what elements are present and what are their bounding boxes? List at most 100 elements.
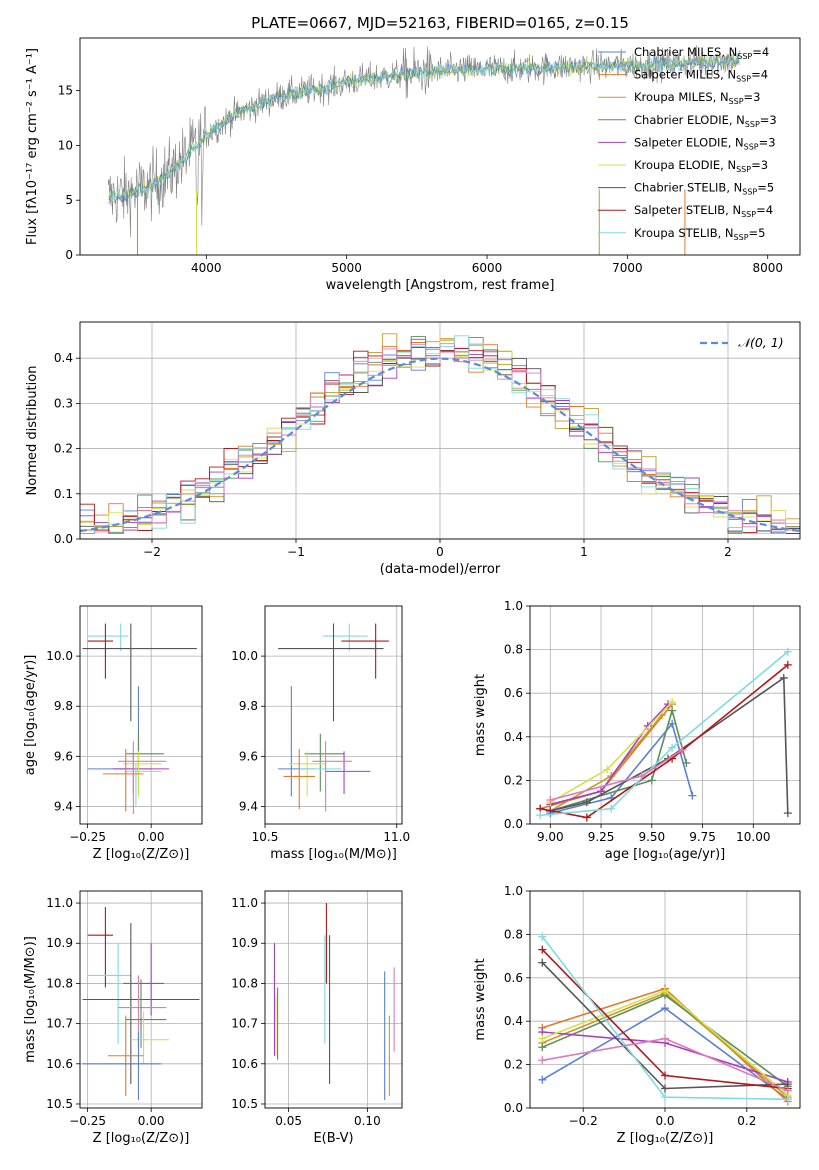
histogram-pink xyxy=(80,343,800,535)
legend-label-text: Chabrier ELODIE, N xyxy=(634,113,745,127)
legend-label: Chabrier ELODIE, NSSP=3 xyxy=(634,113,777,129)
plot-area xyxy=(538,932,792,1106)
x-axis-label: E(B-V) xyxy=(313,1131,353,1146)
legend-label: 𝒩(0, 1) xyxy=(738,335,784,350)
ebv-mass-plot: 0.05 0.10 10.5 10.6 10.7 10.8 10.9 11.0 E(B-V) xyxy=(231,890,403,1146)
x-tick-label: 11.0 xyxy=(383,830,410,844)
y-axis-label: mass weight xyxy=(473,958,488,1040)
y-tick-label: 0.6 xyxy=(504,971,523,985)
x-axis-label: (data-model)/error xyxy=(380,562,501,577)
x-axis-label: mass [log₁₀(M/M⊙)] xyxy=(270,847,397,862)
x-tick-label: 9.25 xyxy=(588,830,615,844)
x-tick-label: 10.5 xyxy=(252,830,279,844)
legend-label: Kroupa STELIB, NSSP=5 xyxy=(634,226,765,242)
y-axis-label: Normed distribution xyxy=(25,366,40,496)
x-axis-label: Z [log₁₀(Z/Z⊙)] xyxy=(617,1131,714,1146)
mass-age-plot: 10.5 11.0 9.4 9.6 9.8 10.0 mass [log₁₀(M/M⊙)] xyxy=(231,605,410,862)
weight-marker xyxy=(783,660,792,669)
y-tick-label: 0.8 xyxy=(504,643,523,657)
y-tick-label: 11.0 xyxy=(46,896,73,910)
legend-label: Salpeter MILES, NSSP=4 xyxy=(634,68,768,84)
y-tick-label: 10.0 xyxy=(231,649,258,663)
spectrum-plot: 4000 5000 6000 7000 8000 0 5 10 15 wavelength [An… xyxy=(25,37,801,293)
weight-marker xyxy=(538,932,547,941)
x-tick-label: 6000 xyxy=(472,261,503,275)
y-tick-label: 10.5 xyxy=(46,1097,73,1111)
model-spectrum-kroupa_stelib xyxy=(108,52,740,202)
weight-marker xyxy=(643,721,652,730)
z-mass-plot: −0.25 0.00 10.5 10.6 10.7 10.8 10.9 11.0 Z [log₁… xyxy=(23,890,203,1146)
legend-label-tail: =3 xyxy=(744,90,761,104)
y-tick-label: 0.0 xyxy=(504,817,523,831)
x-tick-label: 0.00 xyxy=(138,830,165,844)
legend-label: Kroupa ELODIE, NSSP=3 xyxy=(634,158,768,174)
weight-line-chabrier_stelib xyxy=(550,676,789,814)
axes-frame xyxy=(264,605,403,825)
y-tick-label: 10.8 xyxy=(46,976,73,990)
legend-label: Salpeter ELODIE, NSSP=3 xyxy=(634,135,776,151)
y-tick-label: 0.2 xyxy=(504,773,523,787)
weight-marker xyxy=(783,1086,792,1095)
weight-marker xyxy=(647,776,656,785)
weight-marker xyxy=(538,1075,547,1084)
age-weight-plot: 9.00 9.25 9.50 9.75 10.00 0.0 0.2 0.4 0.6 0.8 1.0 a… xyxy=(473,599,801,862)
y-tick-label: 9.6 xyxy=(54,749,73,763)
y-tick-label: 0.1 xyxy=(54,487,73,501)
legend-label-text: Salpeter STELIB, N xyxy=(634,203,741,217)
y-tick-label: 10 xyxy=(58,138,73,152)
legend-label: Salpeter STELIB, NSSP=4 xyxy=(634,203,773,219)
x-tick-label: 5000 xyxy=(331,261,362,275)
legend-label-sub: SSP xyxy=(745,120,760,129)
plot-area xyxy=(273,903,395,1100)
x-tick-label: 0.05 xyxy=(275,1114,302,1128)
x-axis-label: Z [log₁₀(Z/Z⊙)] xyxy=(93,1131,190,1146)
x-tick-label: 0.0 xyxy=(655,1114,674,1128)
x-tick-label: −0.25 xyxy=(69,830,106,844)
weight-marker xyxy=(661,1034,669,1043)
x-tick-label: −0.25 xyxy=(69,1114,106,1128)
legend-label-text: Kroupa STELIB, N xyxy=(634,226,734,240)
legend-label-sub: SSP xyxy=(736,165,751,174)
legend-label-text: Chabrier STELIB, N xyxy=(634,181,742,195)
weight-marker xyxy=(546,796,555,805)
y-tick-label: 0 xyxy=(65,248,73,262)
legend-label: Kroupa MILES, NSSP=3 xyxy=(634,90,760,106)
y-axis-label: Flux [fλ10⁻¹⁷ erg cm⁻² s⁻¹ A⁻¹] xyxy=(25,48,40,245)
legend-label-tail: =3 xyxy=(760,113,777,127)
legend-label-sub: SSP xyxy=(729,97,744,106)
weight-marker xyxy=(582,798,591,807)
plot-area xyxy=(107,45,740,255)
weight-marker xyxy=(538,1034,547,1043)
weight-marker xyxy=(603,765,612,774)
y-tick-label: 9.6 xyxy=(239,749,258,763)
legend-label-sub: SSP xyxy=(737,52,752,61)
x-tick-label: 2 xyxy=(724,545,732,559)
weight-marker xyxy=(538,1043,547,1052)
y-tick-label: 10.9 xyxy=(231,936,258,950)
x-tick-label: 0 xyxy=(436,545,444,559)
plot-area xyxy=(278,623,389,812)
weight-marker xyxy=(536,811,545,820)
weight-marker xyxy=(678,745,687,754)
y-tick-label: 1.0 xyxy=(504,884,523,898)
legend-label-text: Salpeter MILES, N xyxy=(634,68,736,82)
x-tick-label: −1 xyxy=(287,545,305,559)
x-tick-label: 10.00 xyxy=(736,830,770,844)
x-tick-label: −2 xyxy=(143,545,161,559)
weight-marker xyxy=(661,986,669,995)
plot-area xyxy=(82,907,200,1100)
y-tick-label: 0.4 xyxy=(504,730,523,744)
weight-marker xyxy=(538,1056,547,1065)
y-tick-label: 0.3 xyxy=(54,396,73,410)
weight-line-chabrier_miles xyxy=(550,722,694,814)
y-tick-label: 10.7 xyxy=(231,1017,258,1031)
legend-label-text: Kroupa MILES, N xyxy=(634,90,729,104)
legend-label-tail: =4 xyxy=(751,68,768,82)
plot-area xyxy=(536,647,792,822)
weight-marker xyxy=(783,647,792,656)
y-tick-label: 0.2 xyxy=(504,1058,523,1072)
legend-label-sub: SSP xyxy=(736,75,751,84)
legend-label-text: Salpeter ELODIE, N xyxy=(634,135,744,149)
